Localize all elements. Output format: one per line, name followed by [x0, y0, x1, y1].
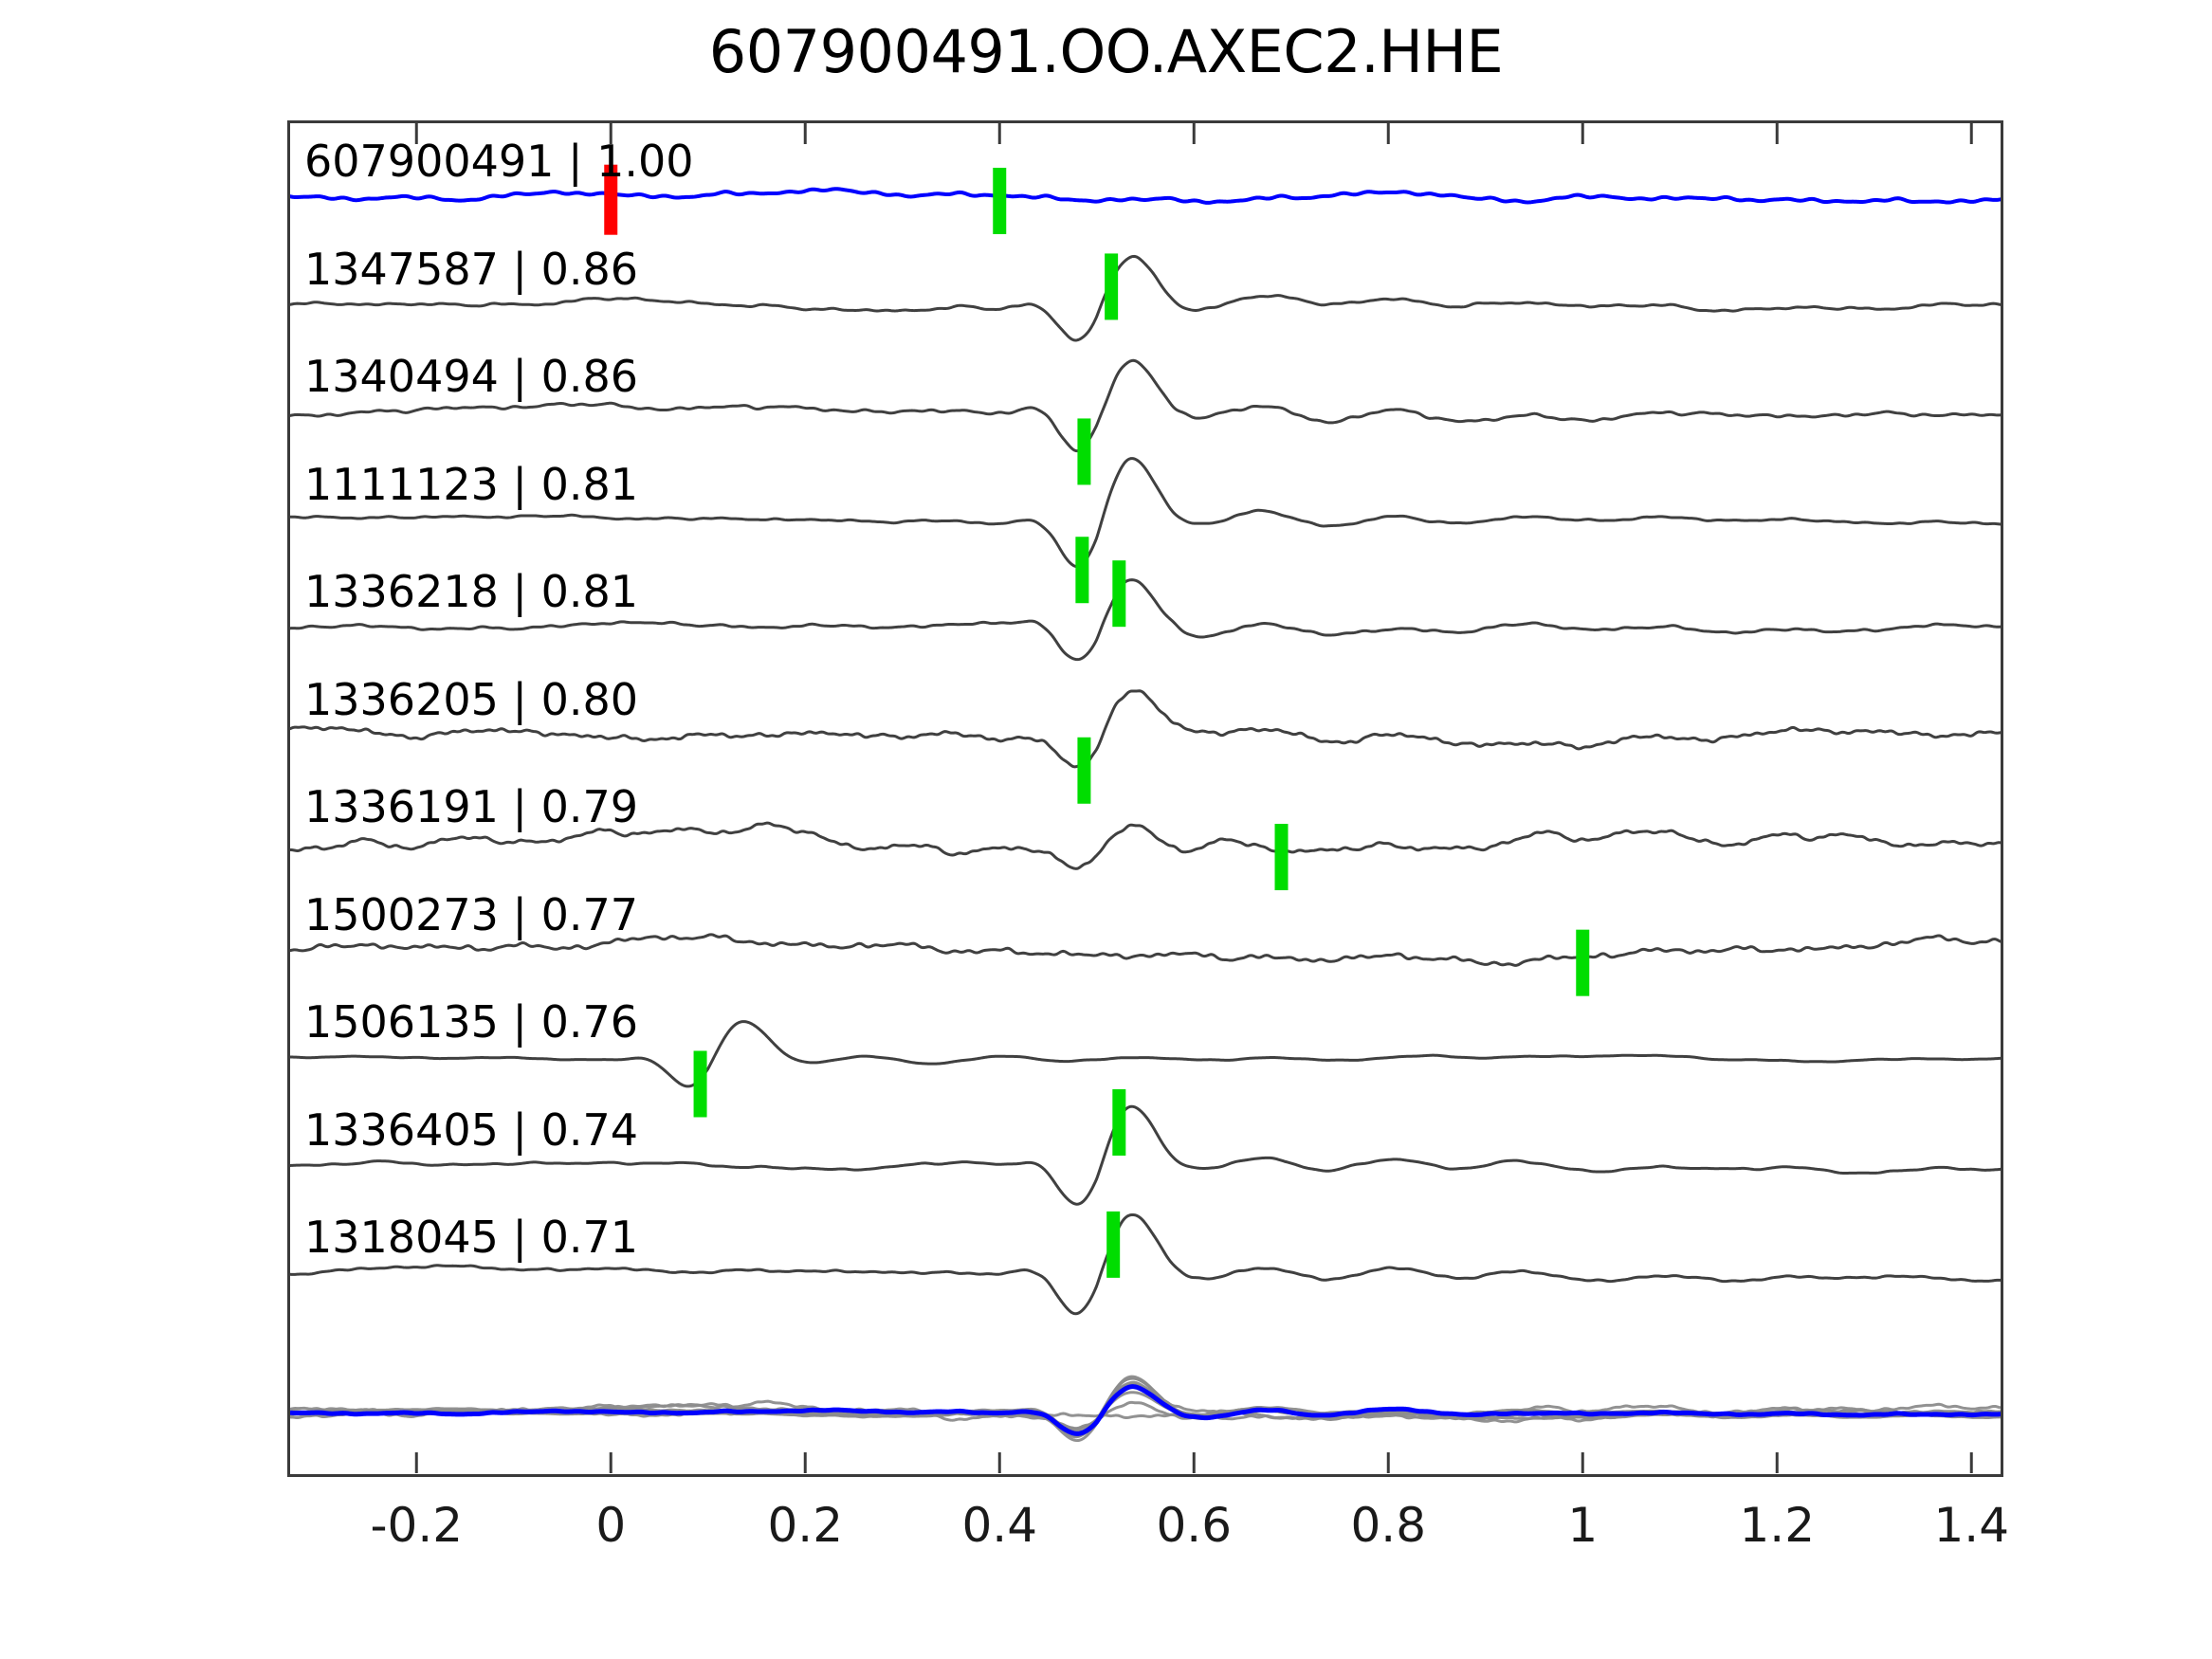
trace-label-1336205: 1336205 | 0.80 — [304, 673, 639, 725]
waveform-line — [290, 933, 2001, 967]
waveform-line — [290, 1212, 2001, 1316]
trace-1500273 — [290, 929, 2001, 996]
waveform-line — [290, 1104, 2001, 1206]
waveform-line — [290, 689, 2001, 769]
trace-label-1347587: 1347587 | 0.86 — [304, 243, 639, 295]
trace-1340494 — [290, 358, 2001, 485]
x-tick-label: 0 — [595, 1498, 627, 1553]
waveform-line — [290, 358, 2001, 453]
phase-pick-marker — [1077, 737, 1091, 804]
phase-pick-marker — [1077, 418, 1091, 485]
trace-label-1336218: 1336218 | 0.81 — [304, 566, 639, 617]
phase-pick-marker — [693, 1050, 707, 1118]
waveform-line — [290, 578, 2001, 662]
x-tick-label: -0.2 — [370, 1498, 464, 1553]
x-tick-label: 1 — [1567, 1498, 1599, 1553]
stacked-overlay-panel — [290, 1375, 2001, 1443]
trace-1336218 — [290, 560, 2001, 662]
phase-pick-marker — [993, 167, 1007, 234]
page-title: 607900491.OO.AXEC2.HHE — [708, 17, 1504, 86]
origin-time-marker — [604, 164, 618, 235]
trace-label-1111123: 1111123 | 0.81 — [304, 458, 639, 510]
phase-pick-marker — [1274, 824, 1289, 891]
phase-pick-marker — [1576, 929, 1590, 996]
trace-label-1336191: 1336191 | 0.79 — [304, 781, 639, 832]
waveform-canvas — [290, 123, 2001, 1473]
trace-1347587 — [290, 253, 2001, 342]
x-tick-label: 0.2 — [767, 1498, 844, 1553]
phase-pick-marker — [1112, 1089, 1126, 1156]
trace-label-1318045: 1318045 | 0.71 — [304, 1212, 639, 1263]
trace-1336405 — [290, 1089, 2001, 1206]
trace-label-1500273: 1500273 | 0.77 — [304, 888, 639, 940]
trace-607900491 — [290, 164, 2001, 235]
x-axis: -0.2 0 0.2 0.4 0.6 0.8 1 1.2 1.4 — [287, 1488, 2009, 1555]
trace-label-1340494: 1340494 | 0.86 — [304, 351, 639, 402]
trace-label-1336405: 1336405 | 0.74 — [304, 1103, 639, 1156]
trace-1336191 — [290, 821, 2001, 891]
waveform-line — [290, 1020, 2001, 1088]
x-tick-label: 1.4 — [1933, 1498, 2010, 1553]
x-tick-label: 0.4 — [961, 1498, 1038, 1553]
waveform-line — [290, 821, 2001, 870]
waveform-line — [290, 457, 2001, 569]
plot-area — [287, 120, 2003, 1477]
phase-pick-marker — [1106, 1211, 1121, 1278]
trace-1336205 — [290, 689, 2001, 804]
x-tick-label: 0.6 — [1156, 1498, 1233, 1553]
waveform-line — [290, 254, 2001, 342]
phase-pick-marker — [1105, 253, 1119, 320]
x-tick-label: 0.8 — [1350, 1498, 1427, 1553]
x-tick-label: 1.2 — [1739, 1498, 1816, 1553]
waveform-line — [290, 187, 2001, 205]
trace-1318045 — [290, 1211, 2001, 1316]
trace-1111123 — [290, 457, 2001, 604]
stack-template-line — [290, 1384, 2001, 1436]
trace-label-1506135: 1506135 | 0.76 — [304, 996, 639, 1048]
phase-pick-marker — [1075, 537, 1089, 604]
trace-label-607900491: 607900491 | 1.00 — [304, 136, 694, 187]
phase-pick-marker — [1112, 560, 1126, 628]
trace-1506135 — [290, 1020, 2001, 1118]
